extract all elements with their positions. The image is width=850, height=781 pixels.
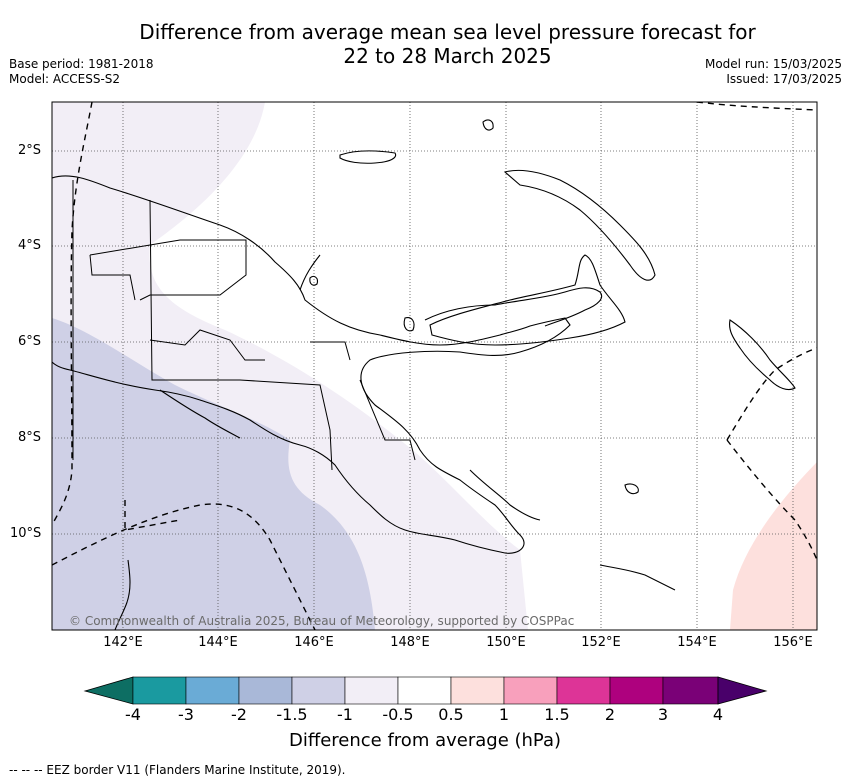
cbar-label-5: -0.5 [382,705,414,724]
base-period: Base period: 1981-2018 [9,57,154,71]
colorbar-segment-9 [556,676,611,705]
island-3 [309,275,318,286]
lon-label-156e: 156°E [773,635,813,650]
cape-york-coast [114,559,131,630]
colorbar-title: Difference from average (hPa) [288,730,562,751]
lat-label-2s: 2°S [18,143,42,158]
colorbar-segment-10 [609,676,664,705]
eez-west [52,102,93,526]
province-border-3 [149,329,265,361]
lon-label-142e: 142°E [103,635,143,650]
milne-bay-coast [469,469,541,521]
eez-south-small [124,500,181,531]
colorbar-segment-3 [238,676,293,705]
eez-northeast [696,102,817,111]
colorbar-segment-6 [397,676,452,705]
lat-label-8s: 8°S [18,430,42,445]
cbar-label-7: 1 [498,705,510,724]
model-name: Model: ACCESS-S2 [9,72,121,86]
colorbar-segment-2 [185,676,240,705]
colorbar-segment-4 [291,676,346,705]
bougainville-coast [729,319,796,391]
colorbar-extend-high [717,676,768,705]
colorbar-segment-1 [132,676,187,705]
manus-coast [339,150,397,164]
colorbar-segment-11 [662,676,719,705]
issued-date: Issued: 17/03/2025 [726,72,842,86]
graticule [52,102,817,630]
model-run: Model run: 15/03/2025 [704,57,842,71]
province-border-1 [89,239,247,301]
lon-label-154e: 154°E [677,635,717,650]
louisiade-islands [599,564,676,591]
anomaly-band-lavender [52,318,375,630]
eez-southwest [52,503,316,630]
huon-peninsula-coast [424,287,603,327]
borders [72,180,416,471]
new-guinea-coast [52,175,571,554]
meta-right: Model run: 15/03/2025 Issued: 17/03/2025 [705,57,842,87]
eez-legend-note: -- -- -- EEZ border V11 (Flanders Marine… [9,763,346,777]
anomaly-band-pink [730,462,817,630]
lat-label-4s: 4°S [18,238,42,253]
eez-borders [52,102,817,630]
colorbar-segment-5 [344,676,399,705]
lon-label-148e: 148°E [390,635,430,650]
province-border-6 [359,379,416,461]
island-2 [403,317,415,332]
lon-label-150e: 150°E [486,635,526,650]
cbar-label-11: 4 [712,705,724,724]
colorbar-extend-low [83,676,134,705]
cbar-label-1: -3 [178,705,194,724]
eez-east-south [726,439,817,561]
fly-delta-coast [159,389,241,439]
indonesia-png-border [149,199,333,471]
north-coast [299,254,321,291]
new-britain-coast [429,254,626,346]
lon-label-144e: 144°E [198,635,238,650]
eez-southeast [726,347,817,441]
colorbar-segment-8 [503,676,558,705]
copyright-notice: © Commonwealth of Australia 2025, Bureau… [69,614,575,628]
meta-left: Base period: 1981-2018 Model: ACCESS-S2 [9,57,154,87]
lon-label-146e: 146°E [294,635,334,650]
lon-label-152e: 152°E [581,635,621,650]
cbar-label-4: -1 [337,705,353,724]
title-line-2: 22 to 28 March 2025 [343,44,552,68]
cbar-label-6: 0.5 [438,705,464,724]
province-border-5 [310,341,351,361]
map-border [51,101,818,631]
cbar-label-8: 1.5 [544,705,570,724]
cbar-label-3: -1.5 [276,705,308,724]
island-4 [624,483,639,495]
new-ireland-coast [503,169,656,281]
cbar-label-2: -2 [231,705,247,724]
map-title: Difference from average mean sea level p… [0,20,850,68]
title-line-1: Difference from average mean sea level p… [139,20,756,44]
cbar-label-10: 3 [657,705,669,724]
island-1 [482,119,494,131]
colorbar [83,676,768,705]
coastlines [52,119,796,630]
colorbar-segment-7 [450,676,505,705]
cbar-label-9: 2 [604,705,616,724]
lat-label-6s: 6°S [18,334,42,349]
province-border-2 [89,254,136,301]
cbar-label-0: -4 [125,705,141,724]
map-frame [52,102,817,630]
lat-label-10s: 10°S [10,526,42,541]
